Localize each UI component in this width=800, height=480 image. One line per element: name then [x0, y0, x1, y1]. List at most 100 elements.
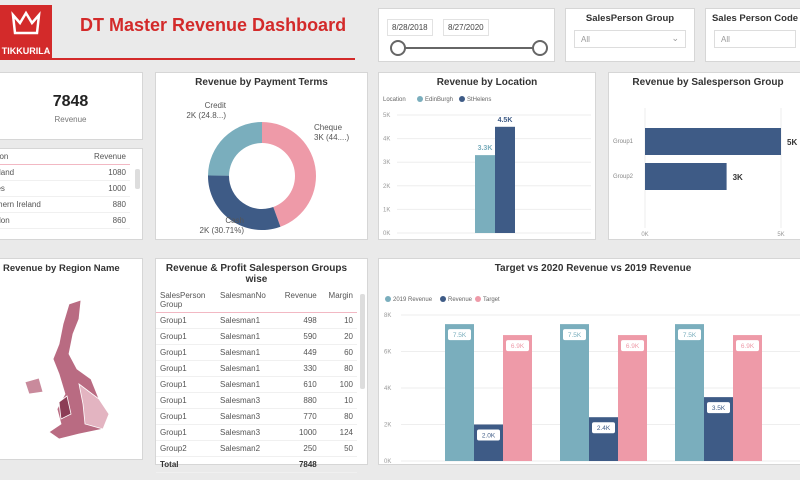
- end-date-input[interactable]: 8/27/2020: [443, 19, 489, 36]
- table-row[interactable]: Group1 Salesman1 498 10: [156, 312, 357, 329]
- data-label: 3.5K: [712, 405, 726, 412]
- uk-map[interactable]: [0, 274, 142, 454]
- bar-group2[interactable]: [645, 163, 727, 190]
- table-cell: Group1: [156, 328, 216, 345]
- region-shape-northern-ireland[interactable]: [24, 377, 44, 395]
- legend-title: Location: [383, 97, 406, 103]
- table-cell: Group1: [156, 360, 216, 377]
- data-label: 6.9K: [741, 343, 755, 350]
- slider-track: [399, 47, 539, 49]
- table-row[interactable]: Group1 Salesman3 770 80: [156, 408, 357, 425]
- col-group[interactable]: SalesPerson Group: [156, 288, 216, 313]
- col-margin[interactable]: Margin: [320, 288, 357, 313]
- bar-target[interactable]: [733, 335, 762, 461]
- data-label-bg[interactable]: [592, 422, 615, 434]
- table-cell: 498: [276, 312, 321, 329]
- salesperson-code-dropdown[interactable]: All: [714, 30, 796, 48]
- total-label: Total: [156, 456, 216, 473]
- salesperson-group-dropdown[interactable]: All ⌄: [574, 30, 686, 48]
- table-row[interactable]: Group1 Salesman1 590 20: [156, 328, 357, 345]
- y-tick-label: 1K: [383, 207, 390, 213]
- table-row[interactable]: Wales1000: [0, 180, 130, 197]
- date-range-slicer[interactable]: 8/28/2018 8/27/2020: [378, 8, 555, 62]
- col-region[interactable]: Region: [0, 149, 73, 165]
- kpi-value: 7848: [52, 93, 89, 110]
- chart-title: Revenue by Payment Terms: [195, 77, 328, 88]
- bar-sthelens[interactable]: [495, 126, 515, 233]
- table-row[interactable]: Group2 Salesman2 250 50: [156, 440, 357, 457]
- data-label-bg[interactable]: [448, 329, 471, 341]
- donut-slice-cash[interactable]: [208, 175, 281, 230]
- y-tick-label: 4K: [383, 137, 390, 143]
- table-cell: 770: [276, 408, 321, 425]
- bar-edinburgh[interactable]: [475, 155, 495, 233]
- bar-target[interactable]: [618, 335, 647, 461]
- table-row[interactable]: Group1 Salesman3 880 10: [156, 392, 357, 409]
- table-cell: Scotland: [0, 164, 73, 181]
- data-label: 5K: [787, 138, 797, 147]
- col-salesman[interactable]: SalesmanNo: [216, 288, 277, 313]
- donut-slice-credit[interactable]: [208, 122, 262, 176]
- bar-target[interactable]: [503, 335, 532, 461]
- data-label-bg[interactable]: [707, 402, 730, 414]
- legend-marker: [475, 296, 481, 302]
- table-cell: Group2: [156, 440, 216, 457]
- chart-title: Revenue by Location: [436, 77, 538, 88]
- end-slider-handle[interactable]: [532, 40, 548, 56]
- bar-2019-revenue[interactable]: [675, 324, 704, 461]
- region-shape-east[interactable]: [78, 383, 110, 430]
- region-table: RegionRevenue Scotland1080Wales1000North…: [0, 148, 143, 240]
- col-revenue[interactable]: Revenue: [72, 149, 130, 165]
- y-tick-label: 3K: [383, 160, 390, 166]
- table-row[interactable]: Group1 Salesman3 1000 124: [156, 424, 357, 441]
- brand-logo: TIKKURILA: [0, 5, 52, 58]
- table-row[interactable]: Group1 Salesman1 449 60: [156, 344, 357, 361]
- data-label-bg[interactable]: [477, 429, 500, 441]
- table-cell: London: [0, 212, 73, 229]
- kpi-label: Revenue: [54, 115, 87, 124]
- region-shape-wales[interactable]: [58, 395, 72, 420]
- table-cell: 880: [72, 196, 130, 213]
- y-tick-label: 2K: [383, 184, 390, 190]
- table-row[interactable]: Group1 Salesman1 330 80: [156, 360, 357, 377]
- data-label-bg[interactable]: [563, 329, 586, 341]
- y-tick-label: 6K: [384, 350, 391, 356]
- data-label-bg[interactable]: [678, 329, 701, 341]
- slice-value-label: 2K (30.71%): [200, 226, 245, 235]
- y-tick-label: 5K: [383, 113, 390, 119]
- data-label-bg[interactable]: [506, 340, 529, 352]
- start-date-input[interactable]: 8/28/2018: [387, 19, 433, 36]
- table-row[interactable]: Group1 Salesman1 610 100: [156, 376, 357, 393]
- table-row[interactable]: Scotland1080: [0, 164, 130, 181]
- data-label: 2.0K: [482, 433, 496, 440]
- data-label: 7.5K: [453, 332, 467, 339]
- start-slider-handle[interactable]: [390, 40, 406, 56]
- table-row[interactable]: London860: [0, 212, 130, 229]
- salesperson-group-chart: Revenue by Salesperson Group 0K 5K Group1 5…: [608, 72, 800, 240]
- table-cell: 610: [276, 376, 321, 393]
- location-chart: Revenue by Location Location EdinBurgh StH…: [378, 72, 596, 240]
- group-bar-chart: 0K 5K Group1 5K Group2 3K: [613, 108, 797, 238]
- table-cell: 1080: [72, 164, 130, 181]
- y-tick-label: 8K: [384, 313, 391, 319]
- table-cell: Group1: [156, 408, 216, 425]
- page-title: DT Master Revenue Dashboard: [80, 15, 347, 35]
- col-revenue[interactable]: Revenue: [276, 288, 321, 313]
- slice-label: Credit: [205, 101, 227, 110]
- bar-2019-revenue[interactable]: [445, 324, 474, 461]
- y-tick-label: 0K: [383, 231, 390, 237]
- scrollbar[interactable]: [135, 169, 140, 189]
- salesperson-revenue-table: Revenue & Profit Salesperson Groups wise…: [155, 258, 368, 473]
- bar-group1[interactable]: [645, 128, 781, 155]
- table-cell: Group1: [156, 376, 216, 393]
- bar-2019-revenue[interactable]: [560, 324, 589, 461]
- legend-label: Revenue: [448, 297, 473, 303]
- scrollbar[interactable]: [360, 294, 365, 389]
- data-label-bg[interactable]: [621, 340, 644, 352]
- data-label: 3K: [733, 173, 743, 182]
- data-label-bg[interactable]: [736, 340, 759, 352]
- donut-slice-cheque[interactable]: [262, 122, 316, 227]
- table-cell: 60: [320, 344, 357, 361]
- data-label: 2.4K: [597, 425, 611, 432]
